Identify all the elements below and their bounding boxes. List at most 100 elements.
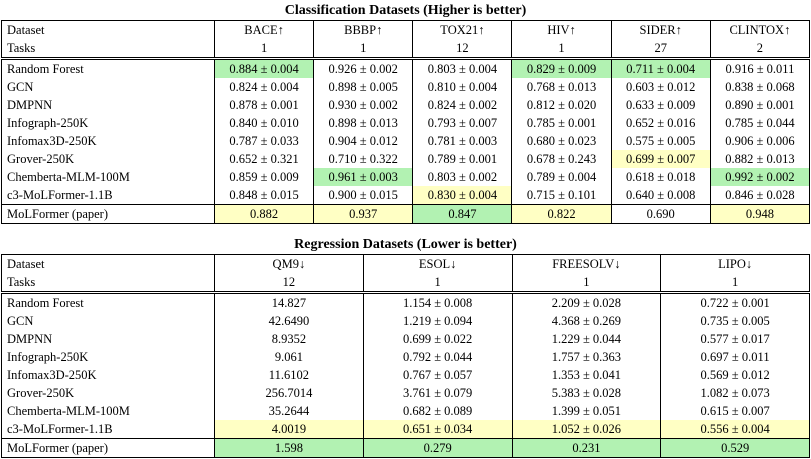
- value-cell: 0.231: [511, 438, 662, 458]
- value-cell: 0.848 ± 0.015: [213, 186, 315, 205]
- value-cell: 1.757 ± 0.363: [511, 348, 662, 366]
- value-cell: 0.803 ± 0.002: [412, 168, 513, 186]
- value-cell: 0.803 ± 0.004: [412, 58, 513, 78]
- column-header: BBBP↑: [313, 20, 414, 39]
- value-cell: 0.898 ± 0.005: [313, 78, 414, 96]
- model-name-cell: Infograph-250K: [1, 348, 215, 366]
- column-header: BACE↑: [213, 20, 315, 39]
- value-cell: 0.859 ± 0.009: [213, 168, 315, 186]
- value-cell: 0.618 ± 0.018: [610, 168, 711, 186]
- table-row: Infograph-250K 0.840 ± 0.010 0.898 ± 0.013…: [1, 114, 811, 132]
- dataset-label: Dataset: [1, 20, 215, 39]
- value-cell: 0.829 ± 0.009: [511, 58, 612, 78]
- value-cell: 0.810 ± 0.004: [412, 78, 513, 96]
- model-name-cell: Grover-250K: [1, 384, 215, 402]
- value-cell: 4.0019: [214, 420, 364, 439]
- value-cell: 0.898 ± 0.013: [313, 114, 414, 132]
- table-row: Grover-250K 0.652 ± 0.321 0.710 ± 0.322 0.7…: [1, 150, 811, 168]
- value-cell: 0.710 ± 0.322: [313, 150, 414, 168]
- value-cell: 1.229 ± 0.044: [511, 330, 662, 348]
- value-cell: 0.900 ± 0.015: [313, 186, 414, 205]
- value-cell: 0.812 ± 0.020: [511, 96, 612, 114]
- classification-title: Classification Datasets (Higher is bette…: [284, 3, 527, 18]
- table-row: c3-MoLFormer-1.1B 0.848 ± 0.015 0.900 ± 0.…: [1, 186, 811, 205]
- value-cell: 1.399 ± 0.051: [511, 402, 662, 420]
- value-cell: 0.690: [610, 204, 711, 224]
- value-cell: 1.353 ± 0.041: [511, 366, 662, 384]
- table-row: Chemberta-MLM-100M 0.859 ± 0.009 0.961 ± 0…: [1, 168, 811, 186]
- column-header: LIPO↓: [660, 254, 810, 273]
- model-name-cell: DMPNN: [1, 96, 215, 114]
- table-row: DMPNN 0.878 ± 0.001 0.930 ± 0.002 0.824 ± 0…: [1, 96, 811, 114]
- table-row: MoLFormer (paper) 1.598 0.279 0.231 0.529: [1, 438, 810, 458]
- value-cell: 0.615 ± 0.007: [660, 402, 810, 420]
- value-cell: 0.651 ± 0.034: [362, 420, 513, 439]
- value-cell: 256.7014: [214, 384, 364, 402]
- table-row: Random Forest 0.884 ± 0.004 0.926 ± 0.002 0…: [1, 58, 811, 78]
- value-cell: 4.368 ± 0.269: [511, 312, 662, 330]
- model-name-cell: Infomax3D-250K: [1, 132, 215, 150]
- regression-title: Regression Datasets (Lower is better): [294, 237, 517, 252]
- table-row: Infomax3D-250K 0.787 ± 0.033 0.904 ± 0.012…: [1, 132, 811, 150]
- value-cell: 0.575 ± 0.005: [610, 132, 711, 150]
- regression-table: Dataset QM9↓ ESOL↓ FREESOLV↓ LIPO↓ Tasks 12 1 1 1…: [1, 254, 810, 458]
- classification-head: Dataset BACE↑ BBBP↑ TOX21↑ HIV↑ SIDER↑ CLINTOX…: [1, 20, 811, 60]
- value-cell: 0.785 ± 0.044: [709, 114, 811, 132]
- value-cell: 0.633 ± 0.009: [610, 96, 711, 114]
- table-row: c3-MoLFormer-1.1B 4.0019 0.651 ± 0.034 1.05…: [1, 420, 810, 439]
- table-row: Grover-250K 256.7014 3.761 ± 0.079 5.383 ± …: [1, 384, 810, 402]
- model-name-cell: Infograph-250K: [1, 114, 215, 132]
- table-row: Infograph-250K 9.061 0.792 ± 0.044 1.757 ± …: [1, 348, 810, 366]
- value-cell: 1.154 ± 0.008: [362, 292, 513, 312]
- tasks-count: 1: [313, 39, 414, 60]
- value-cell: 0.882: [213, 204, 315, 224]
- dataset-header-row: Dataset QM9↓ ESOL↓ FREESOLV↓ LIPO↓: [1, 254, 810, 273]
- value-cell: 1.052 ± 0.026: [511, 420, 662, 439]
- value-cell: 0.847: [412, 204, 513, 224]
- value-cell: 0.577 ± 0.017: [660, 330, 810, 348]
- model-name-cell: MoLFormer (paper): [1, 438, 215, 458]
- value-cell: 0.992 ± 0.002: [709, 168, 811, 186]
- value-cell: 11.6102: [214, 366, 364, 384]
- value-cell: 0.822: [511, 204, 612, 224]
- value-cell: 0.937: [313, 204, 414, 224]
- model-name-cell: Chemberta-MLM-100M: [1, 168, 215, 186]
- tasks-count: 12: [214, 273, 364, 294]
- column-header: HIV↑: [511, 20, 612, 39]
- value-cell: 0.793 ± 0.007: [412, 114, 513, 132]
- value-cell: 0.846 ± 0.028: [709, 186, 811, 205]
- value-cell: 35.2644: [214, 402, 364, 420]
- value-cell: 0.840 ± 0.010: [213, 114, 315, 132]
- tasks-count: 2: [709, 39, 811, 60]
- model-name-cell: c3-MoLFormer-1.1B: [1, 420, 215, 439]
- value-cell: 0.785 ± 0.001: [511, 114, 612, 132]
- tasks-count: 1: [362, 273, 513, 294]
- tasks-header-row: Tasks 12 1 1 1: [1, 273, 810, 294]
- value-cell: 0.787 ± 0.033: [213, 132, 315, 150]
- value-cell: 8.9352: [214, 330, 364, 348]
- value-cell: 0.682 ± 0.089: [362, 402, 513, 420]
- value-cell: 1.598: [214, 438, 364, 458]
- table-row: MoLFormer (paper) 0.882 0.937 0.847 0.822 0.6…: [1, 204, 811, 224]
- column-header: TOX21↑: [412, 20, 513, 39]
- value-cell: 3.761 ± 0.079: [362, 384, 513, 402]
- value-cell: 0.279: [362, 438, 513, 458]
- value-cell: 0.906 ± 0.006: [709, 132, 811, 150]
- value-cell: 0.699 ± 0.007: [610, 150, 711, 168]
- model-name-cell: Random Forest: [1, 58, 215, 78]
- value-cell: 0.930 ± 0.002: [313, 96, 414, 114]
- value-cell: 0.529: [660, 438, 810, 458]
- value-cell: 0.878 ± 0.001: [213, 96, 315, 114]
- value-cell: 0.652 ± 0.321: [213, 150, 315, 168]
- regression-body: Random Forest 14.827 1.154 ± 0.008 2.209 ± …: [1, 292, 810, 458]
- table-row: GCN 42.6490 1.219 ± 0.094 4.368 ± 0.269 0.73…: [1, 312, 810, 330]
- column-header: FREESOLV↓: [511, 254, 662, 273]
- tasks-count: 12: [412, 39, 513, 60]
- value-cell: 0.824 ± 0.004: [213, 78, 315, 96]
- value-cell: 0.882 ± 0.013: [709, 150, 811, 168]
- value-cell: 0.652 ± 0.016: [610, 114, 711, 132]
- value-cell: 0.697 ± 0.011: [660, 348, 810, 366]
- value-cell: 0.699 ± 0.022: [362, 330, 513, 348]
- table-row: Infomax3D-250K 11.6102 0.767 ± 0.057 1.353 …: [1, 366, 810, 384]
